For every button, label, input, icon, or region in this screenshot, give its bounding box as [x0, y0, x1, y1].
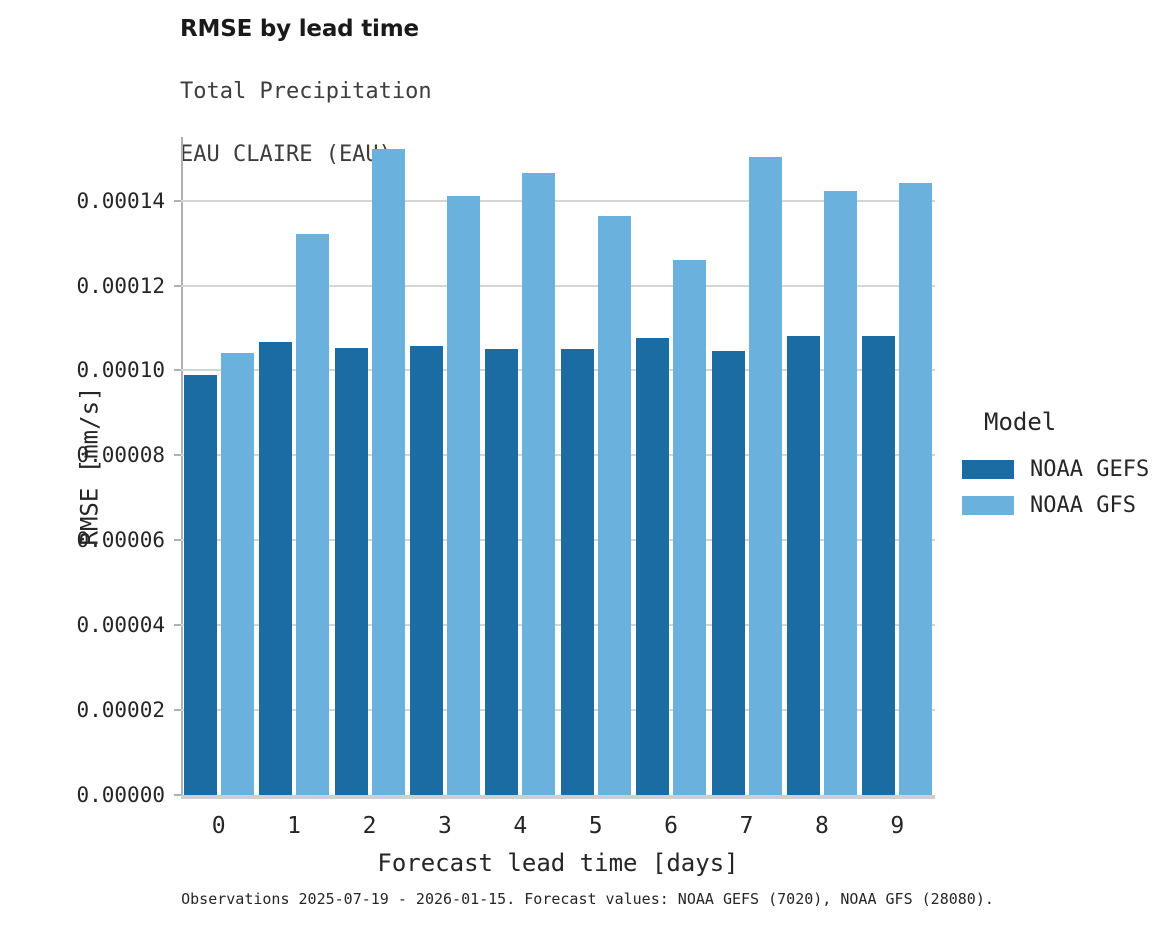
y-axis-tick: [174, 709, 181, 712]
y-axis-tick: [174, 284, 181, 287]
y-axis-tick-label: 0.00002: [76, 698, 165, 723]
chart-subtitle-variable: Total Precipitation: [180, 79, 432, 105]
gridline: [181, 284, 935, 287]
gridline: [181, 709, 935, 712]
x-axis-tick-label: 4: [513, 813, 528, 839]
bar: [259, 341, 293, 795]
y-axis-title-wrap: RMSE [mm/s]: [14, 137, 103, 795]
bar: [560, 348, 594, 795]
legend-swatch: [962, 459, 1014, 479]
legend-item-label: NOAA GEFS: [1030, 456, 1150, 482]
gridline: [181, 539, 935, 542]
y-axis-tick: [174, 369, 181, 372]
x-axis-tick-label: 7: [739, 813, 754, 839]
bar: [409, 345, 443, 795]
gridline: [181, 369, 935, 372]
bar: [220, 352, 254, 795]
gridline: [181, 454, 935, 457]
gridline: [181, 624, 935, 627]
y-axis-tick-label: 0.00010: [76, 358, 165, 383]
bar: [673, 259, 707, 795]
y-axis-tick: [174, 624, 181, 627]
bar: [296, 233, 330, 795]
x-axis-tick-label: 9: [890, 813, 905, 839]
y-axis-tick-label: 0.00012: [76, 273, 165, 298]
x-axis-spine: [181, 795, 935, 799]
bar: [446, 196, 480, 795]
x-axis-tick-label: 5: [588, 813, 603, 839]
y-axis-tick: [174, 199, 181, 202]
legend-item[interactable]: NOAA GEFS: [962, 452, 1172, 486]
legend-item-label: NOAA GFS: [1030, 492, 1136, 518]
x-axis-tick-label: 3: [437, 813, 452, 839]
legend-item[interactable]: NOAA GFS: [962, 488, 1172, 522]
legend: Model NOAA GEFS NOAA GFS: [962, 408, 1172, 524]
y-axis-spine: [181, 137, 183, 795]
y-axis-tick-label: 0.00004: [76, 613, 165, 638]
bar: [183, 374, 217, 795]
y-axis-tick: [174, 454, 181, 457]
x-axis-title: Forecast lead time [days]: [377, 849, 739, 877]
bar: [786, 336, 820, 795]
bar: [823, 190, 857, 795]
bar: [899, 182, 933, 795]
plot-area: 0.00000 0.00002 0.00004 0.00006 0.00008 0.000…: [76, 137, 935, 877]
x-axis-tick-label: 2: [362, 813, 377, 839]
caption: Observations 2025-07-19 - 2026-01-15. Fo…: [181, 890, 994, 908]
bar: [522, 173, 556, 795]
bar: [485, 349, 519, 795]
y-axis-tick: [174, 794, 181, 796]
legend-rows: NOAA GEFS NOAA GFS: [962, 452, 1172, 522]
x-axis-tick-label: 8: [814, 813, 829, 839]
bar: [636, 338, 670, 795]
x-axis-tick-label: 6: [664, 813, 679, 839]
page-title: RMSE by lead time: [180, 16, 419, 42]
bar: [862, 336, 896, 795]
gridline: [181, 199, 935, 202]
legend-title: Model: [984, 408, 1057, 436]
bar: [334, 348, 368, 795]
y-axis-tick-label: 0.00000: [76, 783, 165, 807]
y-axis-tick-label: 0.00014: [76, 188, 165, 213]
bar: [748, 157, 782, 795]
y-axis-tick: [174, 539, 181, 542]
y-axis-tick-label: 0.00008: [76, 443, 165, 468]
legend-swatch: [962, 495, 1014, 515]
bar: [371, 148, 405, 795]
x-axis-tick-label: 0: [211, 813, 226, 839]
bar: [597, 215, 631, 795]
bar: [711, 350, 745, 795]
y-axis-tick-label: 0.00006: [76, 528, 165, 553]
x-axis-tick-label: 1: [287, 813, 302, 839]
